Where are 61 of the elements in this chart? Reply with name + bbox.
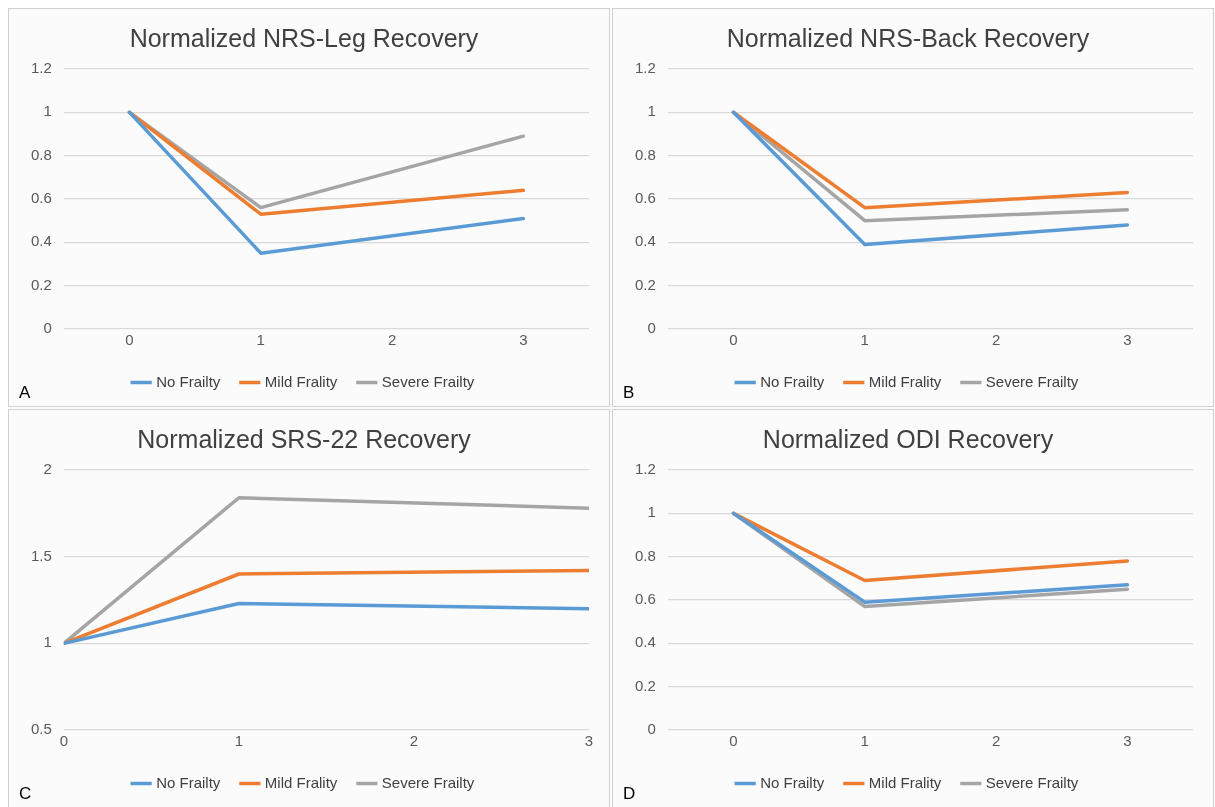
legend-label: Mild Frality [868, 372, 942, 390]
chart-title: Normalized NRS-Leg Recovery [129, 23, 479, 52]
legend-label: Severe Frailty [381, 773, 475, 791]
y-tick-label: 0.4 [30, 232, 52, 250]
y-tick-label: 1 [647, 503, 656, 521]
x-tick-label: 1 [234, 732, 244, 750]
x-tick-label: 0 [729, 732, 738, 750]
y-tick-label: 2 [43, 460, 52, 478]
y-tick-label: 0.8 [30, 145, 52, 163]
x-tick-label: 2 [409, 732, 419, 750]
legend-label: No Frailty [156, 372, 221, 390]
text: A [19, 383, 31, 403]
y-tick-label: 0.8 [634, 145, 656, 163]
legend-label: Severe Frailty [381, 372, 475, 390]
y-tick-label: 1 [647, 102, 656, 120]
legend-label: No Frailty [156, 773, 221, 791]
y-tick-label: 0.4 [634, 633, 656, 651]
x-tick-label: 1 [860, 331, 869, 349]
y-tick-label: 0.2 [634, 275, 656, 293]
legend-label: Severe Frailty [985, 773, 1079, 791]
text: C [19, 784, 32, 804]
x-tick-label: 2 [991, 331, 1001, 349]
x-tick-label: 3 [519, 331, 528, 349]
y-tick-label: 0.6 [634, 590, 656, 608]
legend-label: Mild Frality [868, 773, 942, 791]
x-tick-label: 0 [59, 732, 69, 750]
text: D [623, 784, 636, 804]
x-tick-label: 0 [729, 331, 738, 349]
legend-label: No Frailty [760, 773, 825, 791]
y-tick-label: 0.4 [634, 232, 656, 250]
legend-label: Mild Frality [264, 372, 338, 390]
x-tick-label: 2 [991, 732, 1001, 750]
y-tick-label: 1.2 [634, 59, 656, 77]
x-tick-label: 3 [1123, 732, 1132, 750]
y-tick-label: 1 [43, 633, 52, 651]
y-tick-label: 1.2 [30, 59, 52, 77]
chart-title: Normalized SRS-22 Recovery [137, 424, 472, 453]
y-tick-label: 1 [43, 102, 52, 120]
text: B [623, 383, 635, 403]
legend-label: No Frailty [760, 372, 825, 390]
y-tick-label: 0.2 [634, 676, 656, 694]
legend-label: Mild Frality [264, 773, 338, 791]
x-tick-label: 3 [1123, 331, 1132, 349]
y-tick-label: 0 [43, 319, 52, 337]
x-tick-label: 0 [125, 331, 134, 349]
chart-title: Normalized ODI Recovery [762, 424, 1054, 453]
y-tick-label: 0.6 [634, 189, 656, 207]
x-tick-label: 3 [584, 732, 594, 750]
y-tick-label: 1.5 [30, 546, 52, 564]
y-tick-label: 0.5 [30, 720, 52, 738]
y-tick-label: 0 [647, 720, 656, 738]
x-tick-label: 2 [387, 331, 397, 349]
y-tick-label: 0.2 [30, 275, 52, 293]
x-tick-label: 1 [860, 732, 869, 750]
chart-title: Normalized NRS-Back Recovery [726, 23, 1090, 52]
y-tick-label: 0.6 [30, 189, 52, 207]
y-tick-label: 1.2 [634, 460, 656, 478]
y-tick-label: 0 [647, 319, 656, 337]
x-tick-label: 1 [256, 331, 265, 349]
legend-label: Severe Frailty [985, 372, 1079, 390]
y-tick-label: 0.8 [634, 546, 656, 564]
